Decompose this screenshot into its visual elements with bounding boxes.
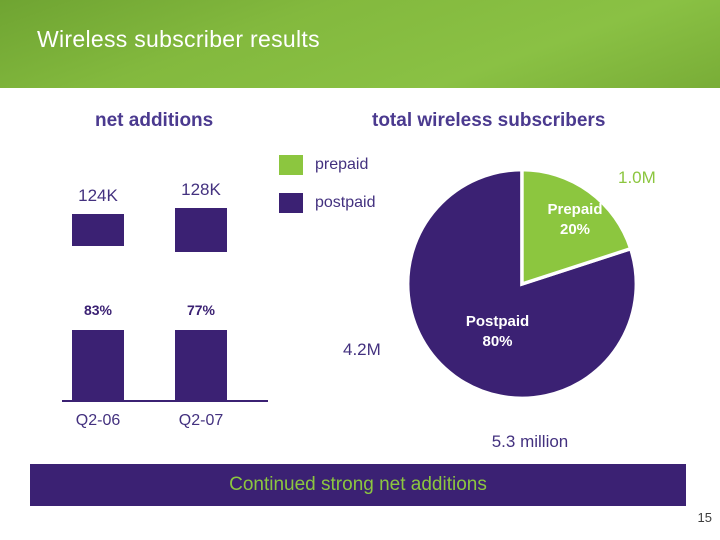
bar-postpaid-pct-label: 77% (175, 252, 227, 330)
bar-total-label: 128K (181, 180, 221, 199)
pie-total-label: 5.3 million (491, 432, 569, 451)
takeaway-banner-text: Continued strong net additions (229, 474, 487, 495)
bar-prepaid-segment (175, 208, 227, 252)
prepaid-swatch-icon (279, 155, 303, 175)
bar-chart-x-axis (62, 400, 268, 402)
x-axis-label-q2-06: Q2-06 (75, 412, 121, 429)
postpaid-slice-label-line1: Postpaid (465, 313, 530, 330)
postpaid-swatch-icon (279, 193, 303, 213)
postpaid-slice-label-line2: 80% (482, 333, 513, 350)
prepaid-slice-label: Prepaid 20% (535, 200, 615, 240)
slide-header-band: Wireless subscriber results (0, 0, 720, 88)
bar-postpaid-segment (175, 330, 227, 400)
pie-slice-prepaid (520, 167, 633, 287)
bar-postpaid-pct-label: 83% (72, 246, 124, 330)
legend-item-prepaid: prepaid (279, 155, 376, 175)
prepaid-slice-label-line2: 20% (559, 221, 591, 238)
legend-item-postpaid: postpaid (279, 193, 376, 213)
legend-label: prepaid (315, 156, 369, 173)
bar-q2-06: 124K 83% (72, 186, 124, 400)
bar-q2-07: 128K 77% (175, 180, 227, 400)
prepaid-value-callout: 1.0M (618, 168, 656, 187)
postpaid-value-callout: 4.2M (343, 340, 381, 359)
pie-slice-postpaid (406, 167, 639, 400)
prepaid-slice-label-line1: Prepaid (547, 201, 603, 218)
legend-label: postpaid (315, 194, 376, 211)
bar-prepaid-segment (72, 214, 124, 246)
postpaid-slice-label: Postpaid 80% (450, 312, 545, 352)
x-axis-label-q2-07: Q2-07 (178, 412, 224, 429)
bar-total-label: 124K (78, 186, 118, 205)
bar-postpaid-segment (72, 330, 124, 400)
takeaway-banner: Continued strong net additions (30, 464, 686, 506)
bar-chart-heading: net additions (95, 110, 214, 131)
pie-legend: prepaid postpaid (279, 155, 376, 231)
pie-chart-heading: total wireless subscribers (372, 110, 606, 131)
page-number: 15 (697, 510, 712, 525)
subscribers-pie-chart (406, 167, 639, 400)
slide-title: Wireless subscriber results (37, 26, 320, 52)
